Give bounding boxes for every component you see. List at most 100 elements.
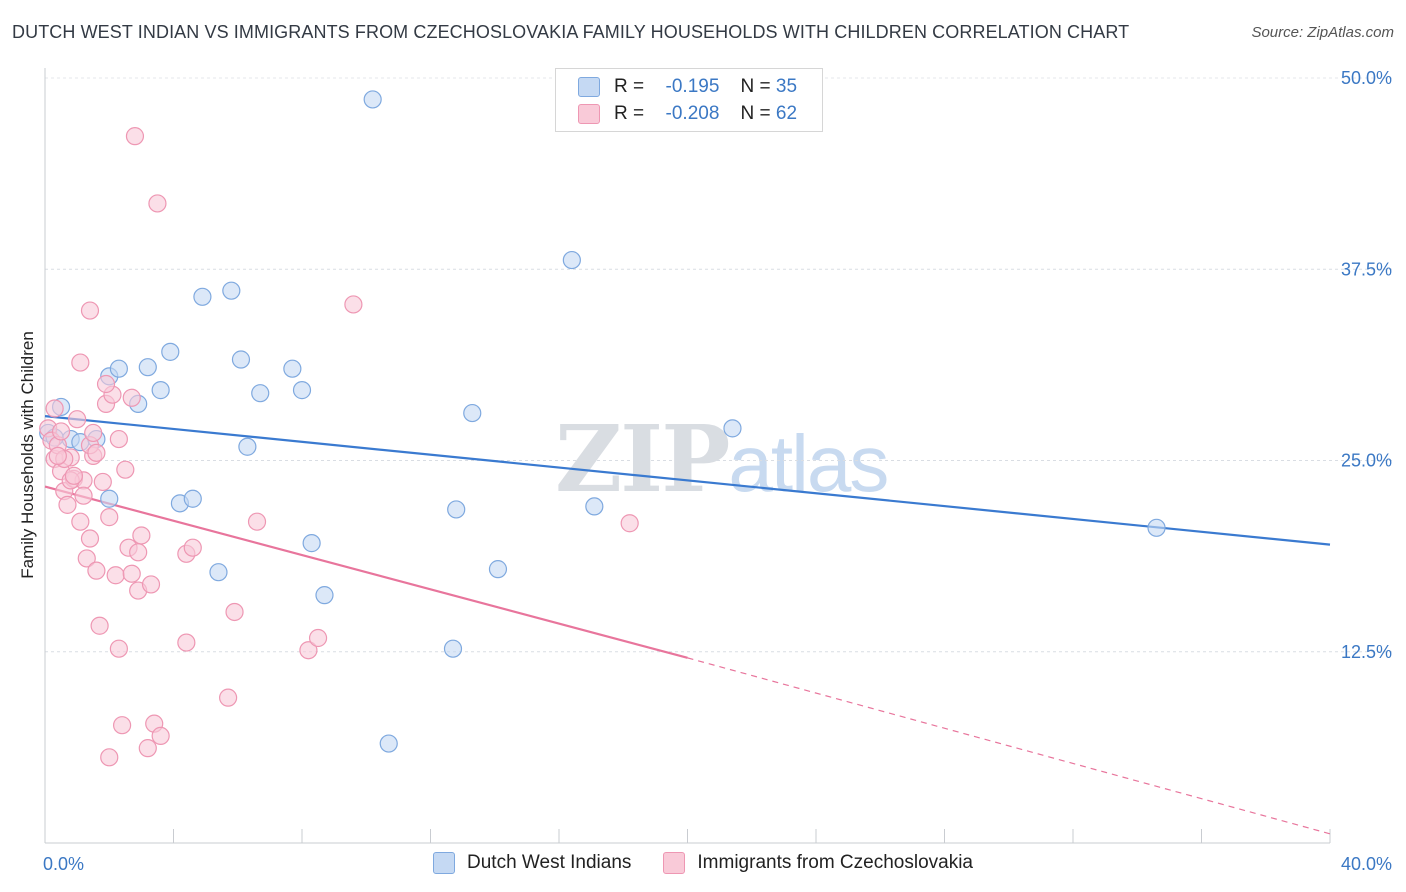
czechoslovakia-point [247, 512, 267, 531]
correlation-legend: R = -0.195 N = 35 R = -0.208 N = 62 [555, 68, 823, 132]
y-tick-label: 50.0% [1341, 68, 1392, 88]
legend-item-immigrants-czechoslovakia: Immigrants from Czechoslovakia [663, 852, 973, 874]
czechoslovakia-point [308, 628, 328, 648]
czechoslovakia-point [77, 549, 96, 568]
czechoslovakia-point [100, 748, 119, 767]
czechoslovakia-point [74, 486, 93, 505]
czechoslovakia-point [138, 739, 157, 758]
dutch-west-indian-point [463, 403, 482, 423]
y-tick-label: 37.5% [1341, 259, 1392, 279]
blue-trend-line [44, 415, 1331, 546]
dutch-west-indian-point [231, 350, 251, 369]
dutch-west-indian-point [292, 381, 312, 400]
dutch-west-indian-point [283, 359, 302, 378]
czechoslovakia-point [344, 295, 363, 314]
czechoslovakia-point [183, 538, 202, 557]
czechoslovakia-point [51, 422, 71, 441]
series-legend: Dutch West Indians Immigrants from Czech… [0, 852, 1406, 874]
czechoslovakia-point [93, 472, 112, 492]
chart-title: DUTCH WEST INDIAN VS IMMIGRANTS FROM CZE… [12, 22, 1130, 42]
czechoslovakia-point [96, 374, 116, 394]
czechoslovakia-point [71, 353, 90, 372]
trend-lines [44, 415, 1331, 835]
czechoslovakia-point [225, 602, 244, 622]
czechoslovakia-point [100, 508, 119, 527]
czechoslovakia-point [109, 639, 128, 658]
czechoslovakia-point [122, 388, 141, 407]
czechoslovakia-point [125, 127, 145, 146]
dutch-west-indian-point [302, 534, 321, 553]
legend-swatch-blue [578, 77, 600, 97]
czechoslovakia-point [58, 495, 77, 514]
czechoslovakia-point [177, 633, 196, 652]
dutch-west-indian-point [138, 358, 157, 377]
legend-r-value: -0.195 [665, 76, 720, 97]
dutch-west-indian-point [222, 281, 241, 300]
czechoslovakia-point [48, 446, 67, 466]
dutch-west-indian-point [1147, 518, 1166, 537]
czechoslovakia-point [122, 564, 141, 583]
legend-swatch-pink [663, 852, 686, 874]
legend-item-dutch-west-indians: Dutch West Indians [433, 852, 631, 874]
dutch-west-indian-point [209, 563, 228, 582]
czechoslovakia-point [106, 566, 125, 585]
czechoslovakia-point [219, 688, 238, 707]
dutch-west-indian-point [151, 381, 170, 400]
dutch-west-indian-point [251, 384, 270, 403]
czechoslovakia-point [620, 514, 639, 533]
czechoslovakia-point [45, 399, 64, 418]
dutch-west-indian-point [443, 639, 463, 658]
legend-n-label: N = [740, 76, 771, 97]
czechoslovakia-point [71, 512, 90, 531]
dutch-west-indian-point [193, 287, 212, 306]
y-tick-label: 25.0% [1341, 451, 1392, 471]
czechoslovakia-point [132, 526, 151, 545]
czechoslovakia-point [129, 543, 148, 562]
pink-trend-extension [687, 657, 1331, 835]
czechoslovakia-point [141, 575, 161, 594]
y-tick-label: 12.5% [1341, 642, 1392, 662]
tick-labels: 12.5% 25.0% 37.5% 50.0% 0.0% 40.0% [43, 68, 1392, 874]
legend-r-label: R = [614, 103, 645, 124]
czechoslovakia-point [148, 194, 167, 213]
dutch-west-indian-point [238, 437, 257, 456]
legend-row-blue: R = -0.195 N = 35 [578, 74, 797, 100]
legend-n-value: 35 [775, 76, 798, 97]
czechoslovakia-point [112, 716, 132, 735]
dutch-west-indian-point [488, 560, 508, 579]
pink-trend-line [44, 485, 688, 659]
legend-n-value: 62 [775, 103, 798, 124]
legend-r-label: R = [614, 76, 645, 97]
dutch-west-indian-point [183, 489, 202, 508]
x-tick-label: 40.0% [1341, 854, 1392, 874]
dutch-west-indian-point [161, 342, 180, 361]
czechoslovakia-point [80, 301, 100, 320]
dutch-west-indian-point [363, 90, 382, 109]
watermark-zip: ZIP [555, 405, 730, 513]
legend-r-value: -0.208 [665, 103, 720, 124]
czechoslovakia-point [64, 466, 84, 485]
czechoslovakia-point [87, 443, 106, 462]
dutch-west-indian-point [723, 419, 742, 438]
dutch-west-indian-point [379, 734, 398, 753]
dutch-west-indian-point [315, 586, 334, 605]
czechoslovakia-point [87, 561, 106, 580]
watermark: ZIPatlas [555, 405, 889, 513]
czechoslovakia-point [299, 641, 318, 660]
legend-swatch-pink [578, 104, 600, 124]
x-tick-label: 0.0% [43, 854, 84, 874]
czechoslovakia-point [109, 429, 128, 449]
czechoslovakia-point [68, 410, 87, 429]
czechoslovakia-point [90, 616, 109, 635]
czechoslovakia-point [116, 460, 135, 479]
czechoslovakia-point [80, 529, 100, 548]
legend-series-name: Dutch West Indians [467, 852, 632, 873]
legend-swatch-blue [433, 852, 455, 874]
legend-n-label: N = [740, 103, 771, 124]
dutch-west-indian-point [109, 359, 128, 378]
data-points [39, 90, 1166, 767]
source-label: Source: ZipAtlas.com [1251, 24, 1394, 41]
dutch-west-indian-point [585, 497, 604, 516]
axes [44, 68, 1331, 844]
